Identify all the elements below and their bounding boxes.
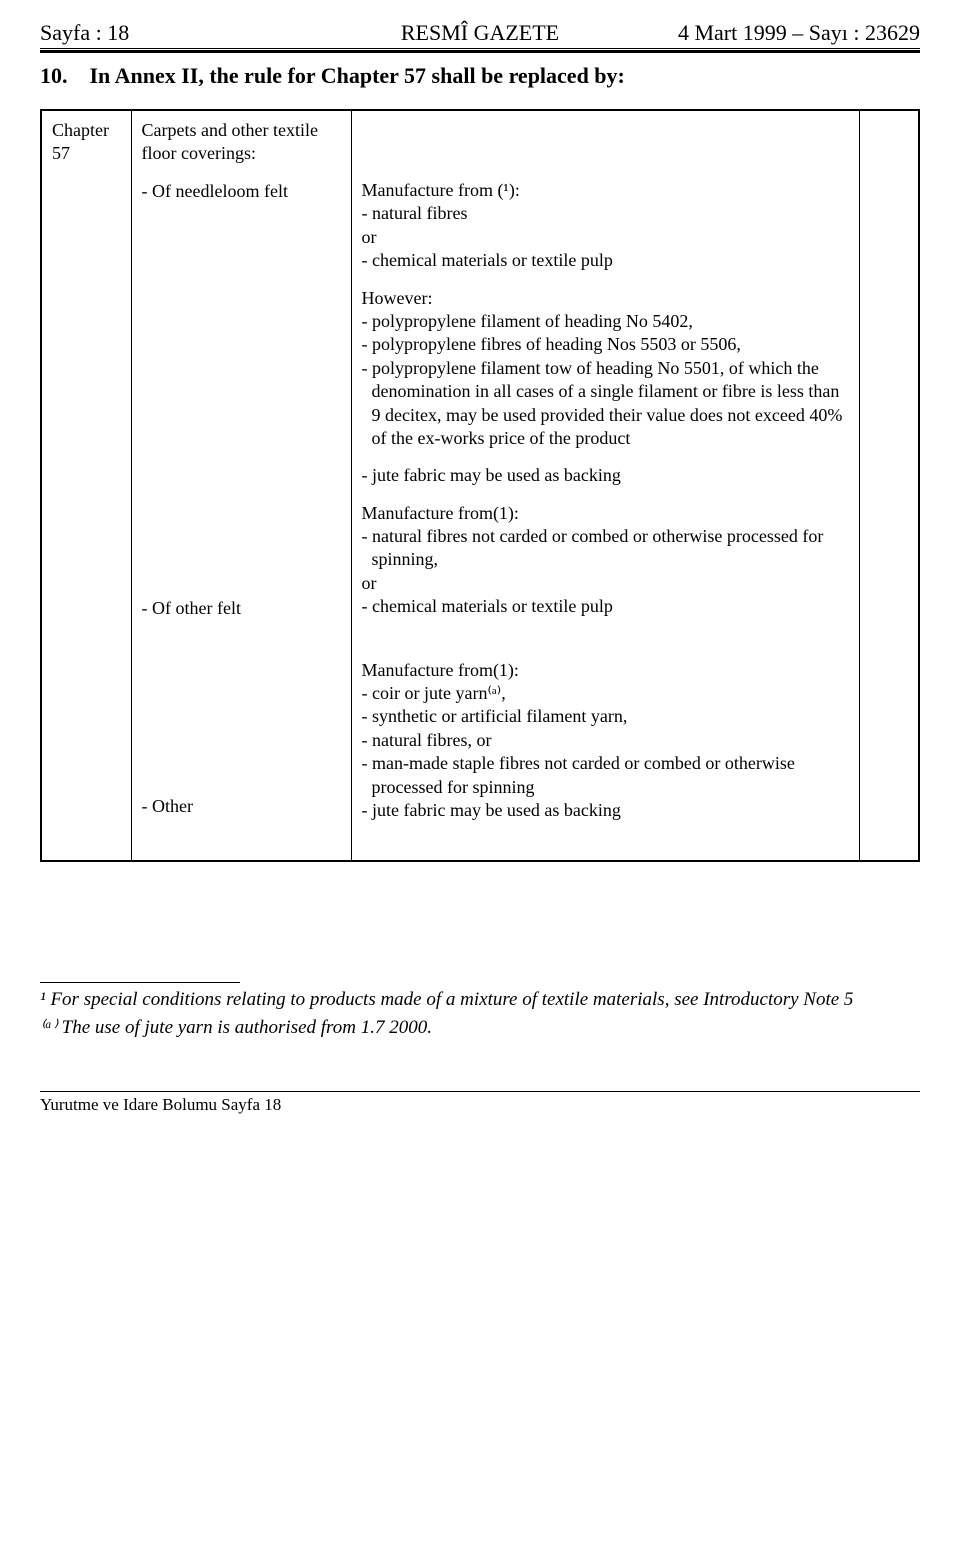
item-other: - Other (142, 795, 341, 818)
desc-heading: Carpets and other textile floor covering… (142, 119, 341, 166)
rule-intro: Manufacture from (¹): (362, 179, 849, 202)
item-needleloom: - Of needleloom felt (142, 180, 341, 203)
rule-line: - natural fibres (362, 202, 849, 225)
section-number: 10. (40, 63, 68, 88)
col-rules: Manufacture from (¹): - natural fibres o… (351, 110, 859, 861)
rule-line: - coir or jute yarn⁽ᵃ⁾, (362, 682, 849, 705)
jute-note: - jute fabric may be used as backing (362, 799, 849, 822)
however-label: However: (362, 287, 849, 310)
rule-line: - natural fibres not carded or combed or… (362, 525, 849, 572)
rule-line: - man-made staple fibres not carded or c… (362, 752, 849, 799)
header-right: 4 Mart 1999 – Sayı : 23629 (627, 20, 920, 46)
col-extra (859, 110, 919, 861)
however-item: - polypropylene filament tow of heading … (362, 357, 849, 451)
rule-intro: Manufacture from(1): (362, 659, 849, 682)
footnote-a: ⁽ᵃ⁾ The use of jute yarn is authorised f… (40, 1015, 920, 1041)
footnote-separator (40, 982, 240, 983)
chapter-label: Chapter 57 (52, 119, 121, 166)
however-item: - polypropylene filament of heading No 5… (362, 310, 849, 333)
page-header: Sayfa : 18 RESMÎ GAZETE 4 Mart 1999 – Sa… (40, 20, 920, 48)
rule-line: - chemical materials or textile pulp (362, 595, 849, 618)
rule-intro: Manufacture from(1): (362, 502, 849, 525)
rule-line: or (362, 572, 849, 595)
header-left: Sayfa : 18 (40, 20, 333, 46)
col-description: Carpets and other textile floor covering… (131, 110, 351, 861)
rule-line: or (362, 226, 849, 249)
section-text: In Annex II, the rule for Chapter 57 sha… (90, 63, 625, 88)
item-otherfelt: - Of other felt (142, 597, 341, 620)
section-title: 10. In Annex II, the rule for Chapter 57… (40, 63, 920, 89)
jute-note: - jute fabric may be used as backing (362, 464, 849, 487)
footer-rule (40, 1091, 920, 1092)
col-chapter: Chapter 57 (41, 110, 131, 861)
header-center: RESMÎ GAZETE (333, 20, 626, 46)
rule-line: - natural fibres, or (362, 729, 849, 752)
header-rule (40, 48, 920, 53)
however-item: - polypropylene fibres of heading Nos 55… (362, 333, 849, 356)
rules-table: Chapter 57 Carpets and other textile flo… (40, 109, 920, 862)
table-row: Chapter 57 Carpets and other textile flo… (41, 110, 919, 861)
rule-line: - chemical materials or textile pulp (362, 249, 849, 272)
footnote-1: ¹ For special conditions relating to pro… (40, 987, 920, 1013)
rule-line: - synthetic or artificial filament yarn, (362, 705, 849, 728)
footer-text: Yurutme ve Idare Bolumu Sayfa 18 (40, 1095, 920, 1115)
